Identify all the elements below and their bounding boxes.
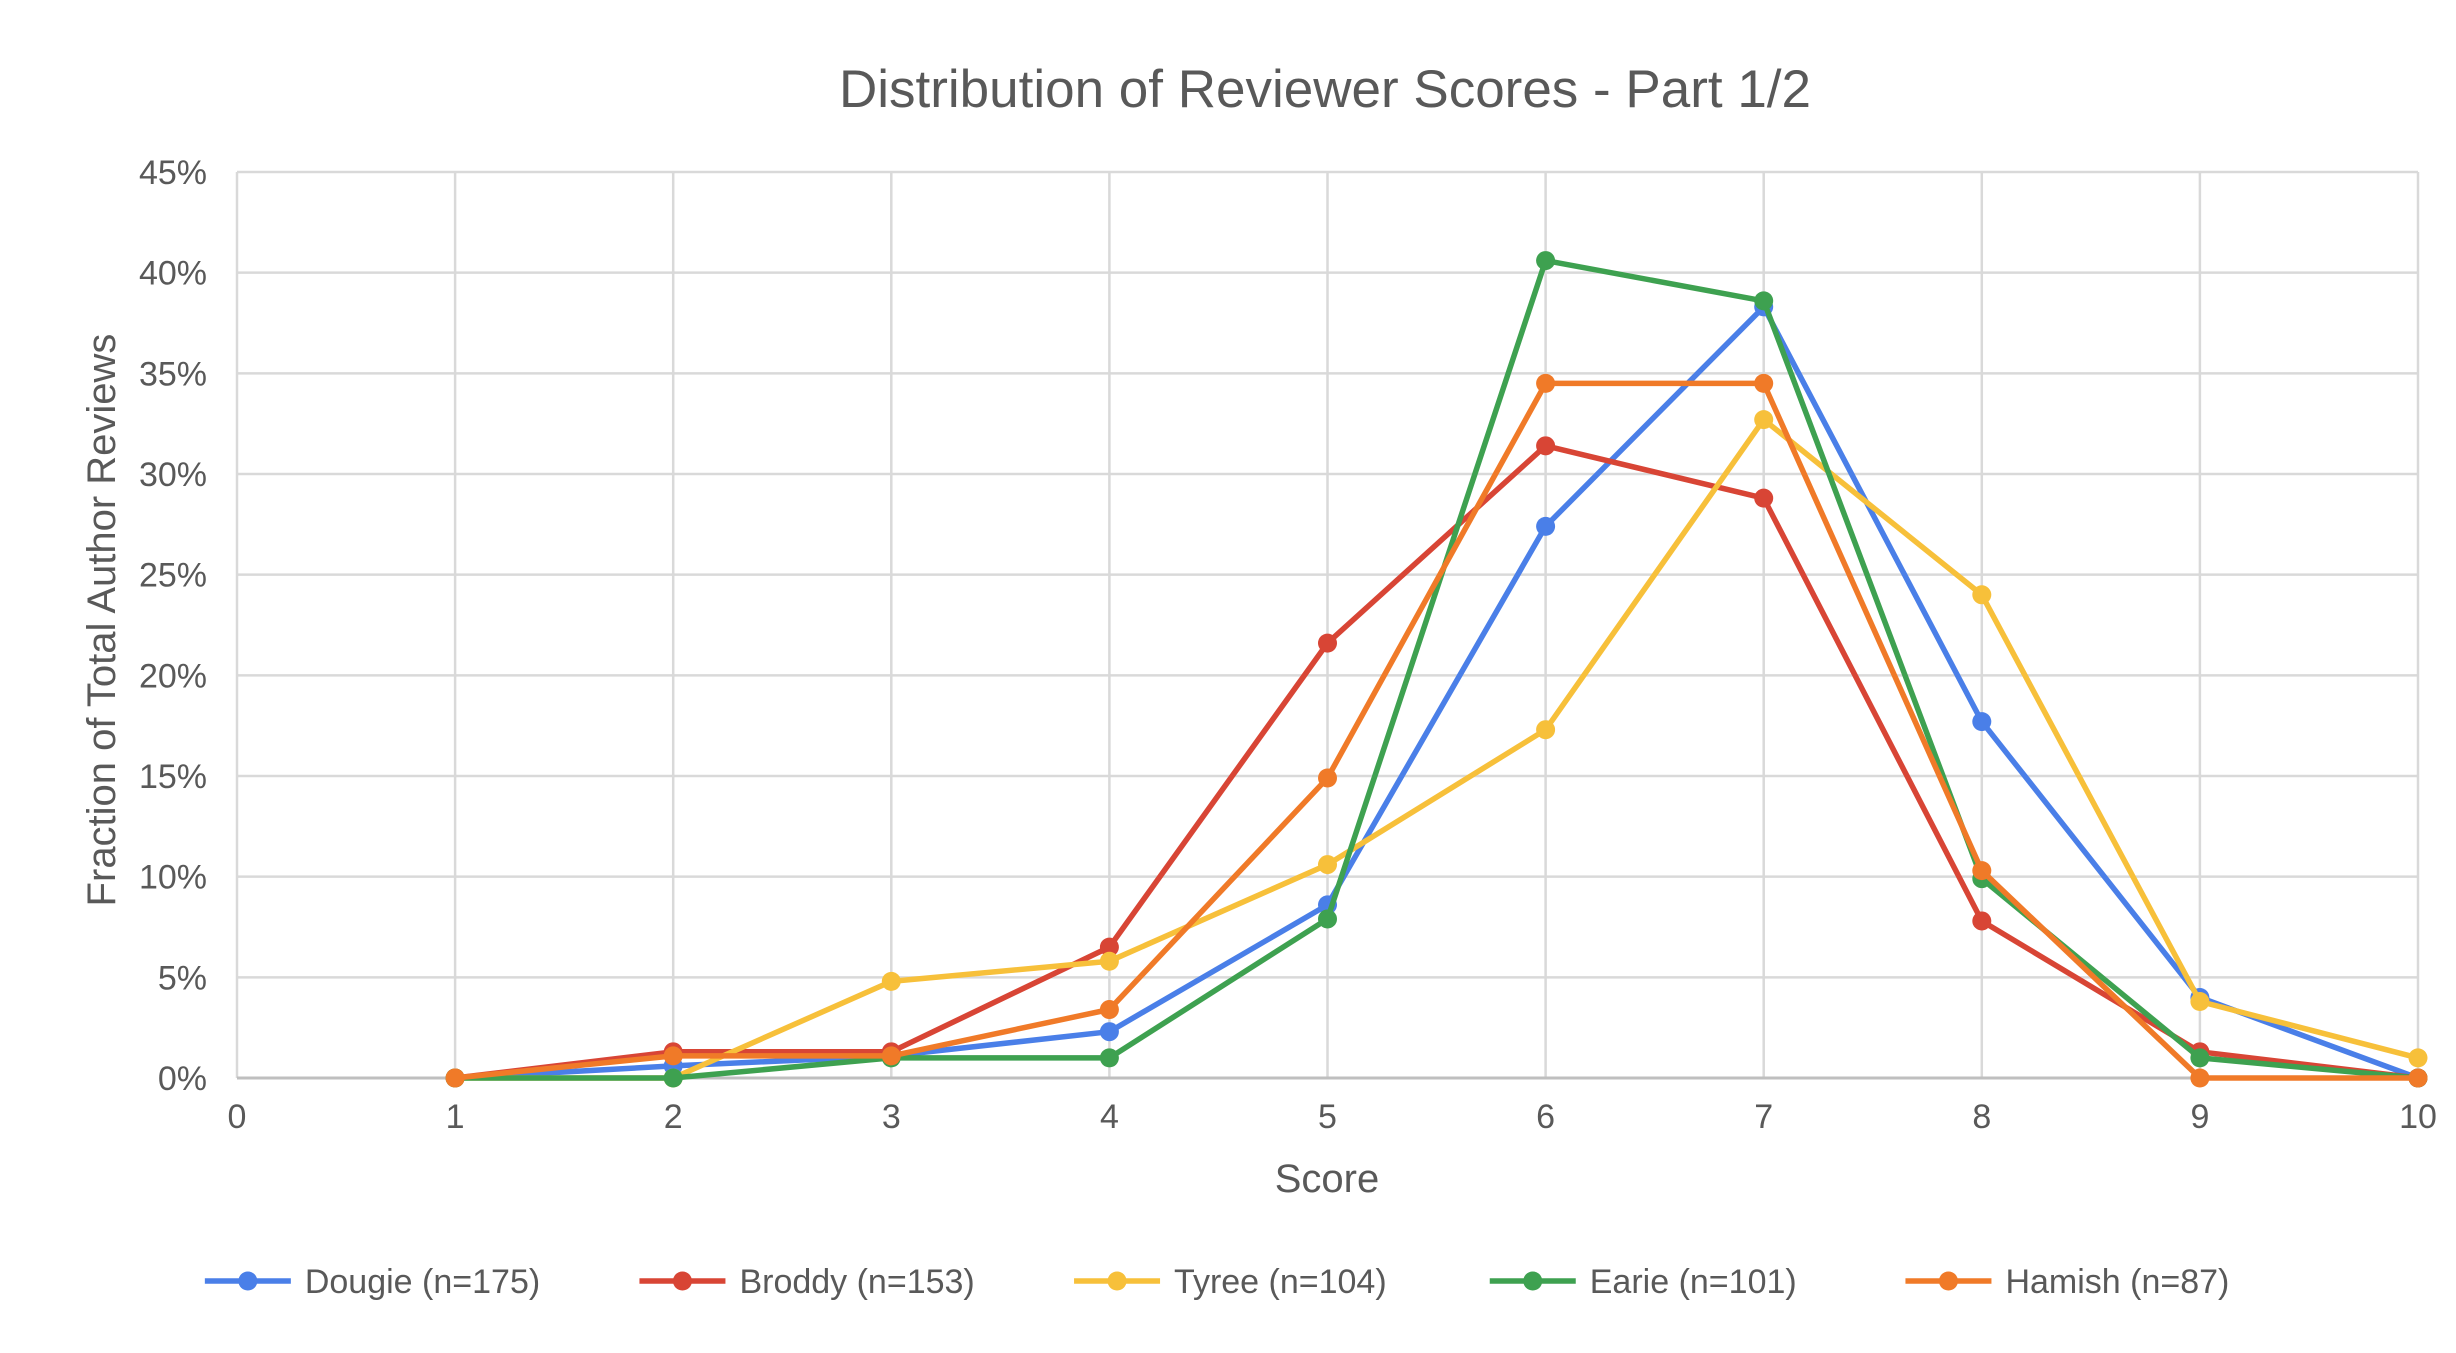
series-line-broddy [452,443,2421,1081]
y-tick-label: 10% [139,859,207,897]
data-point-hamish [1318,768,1337,788]
data-point-broddy [1754,488,1774,508]
legend-marker-broddy [672,1271,692,1291]
legend-label-tyree: Tyree (n=104) [1174,1263,1387,1301]
data-point-hamish [663,1046,683,1066]
data-point-broddy [1318,633,1337,653]
series-line-dougie [452,304,2421,1081]
x-tick-label: 5 [1318,1098,1337,1136]
y-tick-label: 25% [139,557,207,595]
x-tick-label: 9 [2190,1098,2209,1136]
data-point-earie [1536,251,1556,271]
data-point-earie [1754,291,1774,311]
x-tick-label: 8 [1972,1098,1991,1136]
data-point-tyree [2408,1048,2428,1068]
data-point-hamish [1972,861,1992,881]
series-dougie [445,297,2428,1088]
data-point-earie [2190,1048,2210,1068]
legend-item-dougie: Dougie (n=175) [204,1263,540,1301]
data-point-hamish [881,1046,901,1066]
x-tick-label: 3 [882,1098,901,1136]
legend-marker-tyree [1107,1271,1127,1291]
y-tick-label: 0% [158,1060,207,1098]
series-lines [445,251,2428,1088]
y-tick-label: 35% [139,355,207,393]
legend-label-hamish: Hamish (n=87) [2005,1263,2229,1301]
y-tick-label: 20% [139,657,207,695]
x-tick-label: 0 [228,1098,247,1136]
data-point-hamish [1754,373,1774,393]
data-point-earie [1318,909,1337,929]
legend-marker-dougie [238,1271,258,1291]
legend-item-hamish: Hamish (n=87) [1905,1263,2229,1301]
y-axis-title: Fraction of Total Author Reviews [80,334,124,907]
data-point-tyree [1754,410,1774,430]
series-broddy [445,436,2428,1088]
data-point-tyree [2190,991,2210,1011]
data-point-tyree [881,971,901,991]
data-point-tyree [1972,585,1992,605]
data-point-dougie [1099,1022,1119,1042]
series-tyree [445,410,2428,1088]
y-tick-label: 15% [139,758,207,796]
x-tick-label: 4 [1100,1098,1119,1136]
series-line-tyree [452,416,2421,1081]
data-point-tyree [1318,855,1337,875]
legend-item-earie: Earie (n=101) [1489,1263,1797,1301]
data-point-dougie [1536,516,1556,536]
axes: 0% 5% 10% 15% 20% 25% 30% 35% 40% 45% 0 1 2 3 4 5 6 7 8 9 10 [139,154,2437,1136]
series-line-earie [452,257,2421,1081]
legend: Dougie (n=175) Broddy (n=153) Tyree (n=104… [204,1263,2229,1301]
x-tick-label: 10 [2399,1098,2437,1136]
y-tick-label: 45% [139,154,207,192]
data-point-hamish [1099,1000,1119,1020]
data-point-broddy [1536,436,1556,456]
data-point-dougie [1972,712,1992,732]
data-point-tyree [1536,720,1556,740]
legend-item-tyree: Tyree (n=104) [1074,1263,1387,1301]
data-point-hamish [445,1068,465,1088]
x-tick-label: 1 [446,1098,465,1136]
series-line-hamish [452,380,2421,1081]
legend-label-broddy: Broddy (n=153) [739,1263,974,1301]
x-axis-title: Score [1275,1157,1380,1201]
data-point-hamish [2190,1068,2210,1088]
data-point-earie [1099,1048,1119,1068]
legend-label-dougie: Dougie (n=175) [305,1263,540,1301]
data-point-tyree [1099,951,1119,971]
x-tick-label: 2 [664,1098,683,1136]
legend-marker-hamish [1938,1271,1958,1291]
chart-title: Distribution of Reviewer Scores - Part 1… [839,60,1811,119]
x-tick-label: 7 [1754,1098,1773,1136]
data-point-hamish [1536,373,1556,393]
y-tick-label: 30% [139,456,207,494]
data-point-broddy [1099,937,1119,957]
legend-marker-earie [1523,1271,1543,1291]
grid [235,170,2420,1080]
series-hamish [445,373,2428,1088]
data-point-earie [663,1068,683,1088]
legend-label-earie: Earie (n=101) [1590,1263,1797,1301]
legend-item-broddy: Broddy (n=153) [639,1263,975,1301]
x-tick-label: 6 [1536,1098,1555,1136]
series-earie [445,251,2428,1088]
data-point-broddy [1972,911,1992,931]
data-point-hamish [2408,1068,2428,1088]
y-tick-label: 5% [158,959,207,997]
y-tick-label: 40% [139,255,207,293]
